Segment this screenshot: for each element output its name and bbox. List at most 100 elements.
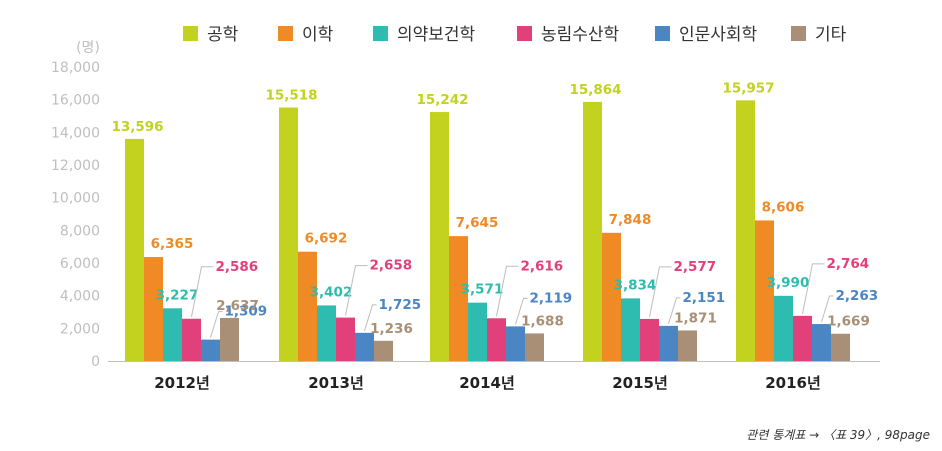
- footnote: 관련 통계표 → 〈표 39〉, 98page: [746, 428, 930, 442]
- bar: [374, 340, 393, 361]
- data-label: 1,309: [225, 304, 268, 320]
- bar: [201, 339, 220, 361]
- leader-line: [515, 297, 528, 325]
- bar: [355, 332, 374, 361]
- leader-line: [364, 304, 377, 331]
- data-label: 6,365: [151, 236, 194, 252]
- x-tick-label: 2015년: [612, 374, 668, 392]
- legend-swatch: [278, 26, 293, 41]
- legend-label: 농림수산학: [541, 25, 620, 45]
- legend-swatch: [791, 26, 806, 41]
- legend-swatch: [655, 26, 670, 41]
- legend-label: 인문사회학: [679, 25, 758, 45]
- legend-label: 의약보건학: [397, 25, 476, 45]
- bar: [144, 257, 163, 361]
- data-label: 3,834: [614, 277, 657, 293]
- bar: [336, 317, 355, 361]
- bar: [430, 112, 449, 361]
- leader-line: [496, 265, 519, 317]
- data-label: 6,692: [305, 231, 348, 247]
- bar: [659, 325, 678, 361]
- bar: [793, 315, 812, 361]
- data-label: 3,402: [310, 284, 353, 300]
- data-label: 1,688: [521, 313, 564, 329]
- legend-label: 공학: [207, 25, 239, 45]
- bar: [487, 318, 506, 361]
- bar: [831, 333, 850, 361]
- y-tick-label: 8,000: [60, 223, 100, 239]
- y-tick-label: 12,000: [51, 158, 100, 174]
- bar: [182, 318, 201, 361]
- x-tick-label: 2013년: [308, 374, 364, 392]
- y-tick-label: 2,000: [60, 321, 100, 337]
- legend-swatch: [517, 26, 532, 41]
- data-label: 15,864: [569, 82, 621, 98]
- data-label: 2,616: [521, 258, 564, 274]
- legend-swatch: [373, 26, 388, 41]
- leader-line: [821, 295, 834, 323]
- bar: [468, 302, 487, 361]
- y-tick-label: 4,000: [60, 289, 100, 305]
- x-tick-label: 2012년: [154, 374, 210, 392]
- bar: [449, 236, 468, 361]
- data-label: 15,242: [416, 92, 468, 108]
- data-label: 2,658: [370, 258, 413, 274]
- bar: [506, 326, 525, 361]
- y-axis-unit: (명): [76, 40, 100, 56]
- y-tick-label: 6,000: [60, 256, 100, 272]
- bar: [317, 305, 336, 361]
- bar: [774, 295, 793, 361]
- data-label: 2,637: [216, 298, 259, 314]
- bar: [125, 138, 144, 361]
- y-tick-label: 10,000: [51, 191, 100, 207]
- data-label: 2,151: [683, 290, 726, 306]
- bar: [220, 317, 239, 361]
- data-label: 2,263: [836, 288, 879, 304]
- data-label: 1,725: [379, 297, 422, 313]
- bar: [583, 101, 602, 361]
- bar: [279, 107, 298, 361]
- legend-label: 이학: [302, 25, 334, 45]
- x-tick-label: 2016년: [765, 374, 821, 392]
- data-label: 3,990: [767, 275, 810, 291]
- data-label: 8,606: [762, 199, 805, 215]
- legend-swatch: [183, 26, 198, 41]
- leader-line: [668, 297, 681, 325]
- data-label: 15,957: [722, 80, 774, 96]
- data-label: 3,227: [156, 287, 199, 303]
- leader-line: [191, 266, 214, 317]
- data-label: 3,571: [461, 282, 504, 298]
- leader-line: [210, 311, 223, 338]
- data-label: 1,236: [370, 321, 413, 337]
- bar: [640, 318, 659, 361]
- bar: [678, 330, 697, 361]
- data-label: 7,848: [609, 212, 652, 228]
- bar: [163, 308, 182, 361]
- y-tick-label: 14,000: [51, 125, 100, 141]
- legend-label: 기타: [815, 25, 847, 45]
- data-label: 1,669: [827, 314, 870, 330]
- data-label: 2,577: [674, 259, 717, 275]
- bar: [602, 232, 621, 361]
- data-label: 1,871: [674, 310, 717, 326]
- leader-line: [802, 263, 825, 314]
- leader-line: [649, 266, 672, 318]
- data-label: 7,645: [456, 215, 499, 231]
- y-tick-label: 16,000: [51, 93, 100, 109]
- y-tick-label: 18,000: [51, 60, 100, 76]
- bar: [736, 100, 755, 361]
- data-label: 2,586: [216, 259, 259, 275]
- y-tick-label: 0: [91, 354, 100, 370]
- bar: [621, 298, 640, 361]
- bar: [812, 324, 831, 361]
- x-tick-label: 2014년: [459, 374, 515, 392]
- leader-line: [345, 265, 368, 316]
- data-label: 15,518: [265, 88, 317, 104]
- data-label: 2,119: [530, 290, 573, 306]
- bar: [755, 220, 774, 361]
- bar: [298, 251, 317, 361]
- data-label: 13,596: [111, 119, 163, 135]
- bar: [525, 333, 544, 361]
- data-label: 2,764: [827, 256, 870, 272]
